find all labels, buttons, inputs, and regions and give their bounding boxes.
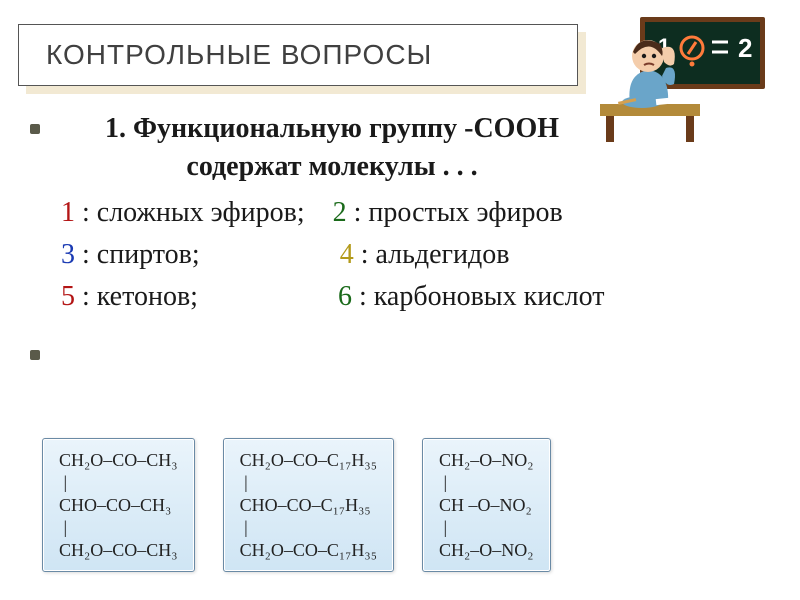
- opt-text-4: : альдегидов: [354, 239, 510, 270]
- opt-text-6: : карбоновых кислот: [352, 281, 605, 312]
- opt-num-4: 4: [340, 239, 354, 270]
- content-area: 1. Функциональную группу -СООН содержат …: [30, 110, 770, 360]
- f1-l5: CH₂O–CO–CH₃: [59, 540, 178, 560]
- f1-l1: CH₂O–CO–CH₃: [59, 450, 178, 470]
- f3-l4: |: [439, 517, 447, 537]
- f1-l4: |: [59, 517, 67, 537]
- bullet-icon: [30, 124, 40, 134]
- opt-num-6: 6: [338, 281, 352, 312]
- formula-box-3: CH₂–O–NO₂ | CH –O–NO₂ | CH₂–O–NO₂: [422, 438, 551, 573]
- opt-text-1: : сложных эфиров;: [75, 197, 333, 228]
- formula-row: CH₂O–CO–CH₃ | CHO–CO–CH₃ | CH₂O–CO–CH₃ C…: [42, 438, 758, 573]
- secondary-bullet: [30, 336, 770, 360]
- f2-l1: CH₂O–CO–C₁₇H₃₅: [240, 450, 377, 470]
- opt-text-3: : спиртов;: [75, 239, 340, 270]
- options-row-3: 5 : кетонов; 6 : карбоновых кислот: [54, 276, 770, 318]
- title-bar: КОНТРОЛЬНЫЕ ВОПРОСЫ: [18, 24, 578, 86]
- formula-box-2: CH₂O–CO–C₁₇H₃₅ | CHO–CO–C₁₇H₃₅ | CH₂O–CO…: [223, 438, 394, 573]
- f2-l2: |: [240, 472, 248, 492]
- question-block: 1. Функциональную группу -СООН содержат …: [30, 110, 770, 186]
- f3-l2: |: [439, 472, 447, 492]
- formula-box-1: CH₂O–CO–CH₃ | CHO–CO–CH₃ | CH₂O–CO–CH₃: [42, 438, 195, 573]
- opt-text-2: : простых эфиров: [347, 197, 563, 228]
- options-row-2: 3 : спиртов; 4 : альдегидов: [54, 234, 770, 276]
- bullet-icon: [30, 350, 40, 360]
- f1-l3: CHO–CO–CH₃: [59, 495, 171, 515]
- page-title: КОНТРОЛЬНЫЕ ВОПРОСЫ: [46, 39, 432, 71]
- question-line1: 1. Функциональную группу -СООН: [105, 113, 559, 144]
- options-list: 1 : сложных эфиров; 2 : простых эфиров 3…: [54, 192, 770, 318]
- f3-l5: CH₂–O–NO₂: [439, 540, 534, 560]
- opt-text-5: : кетонов;: [75, 281, 338, 312]
- question-line2: содержат молекулы . . .: [186, 151, 477, 182]
- f3-l3: CH –O–NO₂: [439, 495, 532, 515]
- question-heading: 1. Функциональную группу -СООН содержат …: [54, 110, 770, 186]
- opt-num-3: 3: [61, 239, 75, 270]
- options-row-1: 1 : сложных эфиров; 2 : простых эфиров: [54, 192, 770, 234]
- f3-l1: CH₂–O–NO₂: [439, 450, 534, 470]
- opt-num-1: 1: [61, 197, 75, 228]
- f1-l2: |: [59, 472, 67, 492]
- f2-l4: |: [240, 517, 248, 537]
- opt-num-5: 5: [61, 281, 75, 312]
- f2-l5: CH₂O–CO–C₁₇H₃₅: [240, 540, 377, 560]
- svg-text:2: 2: [738, 33, 752, 63]
- opt-num-2: 2: [333, 197, 347, 228]
- f2-l3: CHO–CO–C₁₇H₃₅: [240, 495, 371, 515]
